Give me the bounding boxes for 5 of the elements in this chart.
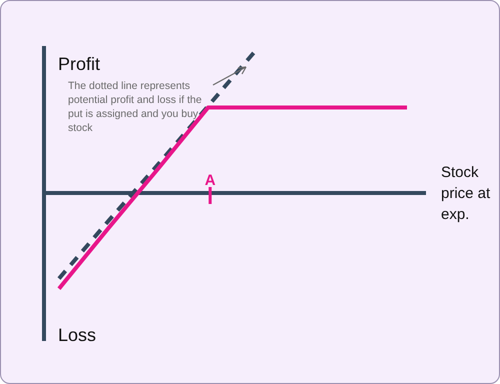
x-axis-title: Stock price at exp. xyxy=(441,164,492,223)
annotation: The dotted line represents potential profit and loss if the put is assigned and you buy stock xyxy=(68,80,202,134)
annotation: A xyxy=(204,172,216,189)
annotation: Profit xyxy=(58,54,100,74)
text: Loss xyxy=(58,325,96,345)
